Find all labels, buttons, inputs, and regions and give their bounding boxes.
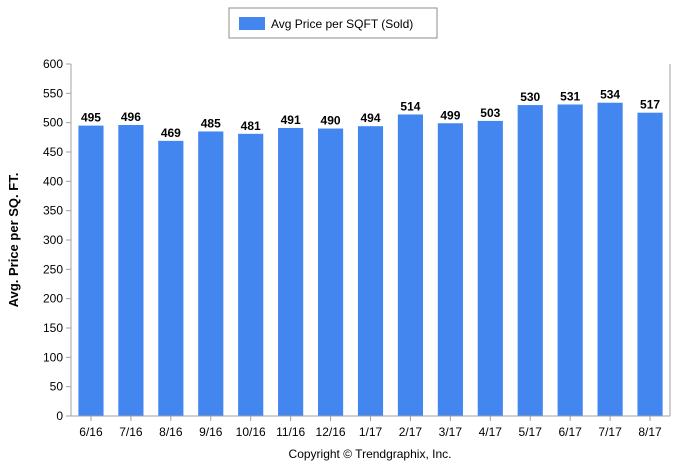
y-tick-label: 0 (56, 409, 63, 423)
x-tick-label: 5/17 (519, 425, 543, 439)
bar (317, 128, 344, 417)
data-label: 469 (161, 126, 181, 140)
y-tick-label: 150 (43, 321, 63, 335)
data-label: 499 (440, 108, 460, 122)
data-label: 514 (400, 99, 420, 113)
bar (278, 127, 304, 417)
y-axis-title: Avg. Price per SQ. FT. (6, 173, 21, 308)
x-tick-label: 12/16 (316, 425, 346, 439)
bar (397, 114, 424, 416)
bar (238, 133, 264, 416)
x-tick-label: 8/17 (638, 425, 662, 439)
y-tick-label: 50 (50, 380, 64, 394)
y-tick-label: 450 (43, 145, 63, 159)
data-label: 531 (560, 89, 580, 103)
x-tick-label: 3/17 (439, 425, 463, 439)
x-axis: 6/16 7/16 8/16 9/16 10/16 11/16 12/16 1/17 2/17 3… (79, 416, 662, 439)
y-tick-label: 100 (43, 350, 63, 364)
y-tick-label: 600 (43, 57, 63, 71)
x-tick-label: 8/16 (159, 425, 183, 439)
data-label: 534 (600, 88, 620, 102)
data-label: 485 (201, 116, 221, 130)
x-tick-label: 1/17 (359, 425, 383, 439)
data-label: 494 (360, 111, 380, 125)
x-tick-label: 2/17 (399, 425, 423, 439)
bar (437, 123, 463, 417)
y-tick-label: 400 (43, 174, 63, 188)
bar (637, 112, 663, 417)
bar (158, 140, 184, 416)
data-label: 491 (281, 113, 301, 127)
y-tick-label: 550 (43, 86, 63, 100)
y-tick-label: 350 (43, 204, 63, 218)
x-tick-label: 6/16 (79, 425, 103, 439)
bar (118, 125, 144, 416)
bar (597, 102, 623, 416)
data-label: 495 (81, 111, 101, 125)
x-tick-label: 7/17 (598, 425, 622, 439)
x-tick-label: 10/16 (236, 425, 266, 439)
x-tick-label: 9/16 (199, 425, 223, 439)
bar (198, 131, 224, 416)
legend-label: Avg Price per SQFT (Sold) (271, 17, 413, 31)
data-label: 496 (121, 110, 141, 124)
data-label: 503 (480, 106, 500, 120)
data-label: 481 (241, 119, 261, 133)
bar (557, 104, 583, 416)
legend: Avg Price per SQFT (Sold) (228, 7, 438, 39)
y-tick-label: 200 (43, 292, 63, 306)
x-tick-label: 4/17 (479, 425, 503, 439)
bars: 495 496 469 485 481 491 490 494 514 499 503 530 531 5… (78, 88, 663, 417)
bar (517, 105, 543, 417)
data-label: 530 (520, 90, 540, 104)
data-label: 517 (640, 98, 660, 112)
copyright-text: Copyright © Trendgraphix, Inc. (289, 447, 452, 461)
x-tick-label: 11/16 (276, 425, 305, 439)
y-tick-label: 500 (43, 116, 63, 130)
legend-swatch (239, 17, 265, 30)
bar (357, 126, 384, 416)
bar (78, 125, 104, 416)
x-tick-label: 6/17 (558, 425, 582, 439)
data-label: 490 (321, 114, 341, 128)
bar (477, 120, 503, 416)
y-axis: 0 50 100 150 200 250 300 350 400 450 500 550 600 (43, 57, 71, 423)
y-tick-label: 250 (43, 262, 63, 276)
y-tick-label: 300 (43, 233, 63, 247)
x-tick-label: 7/16 (119, 425, 143, 439)
